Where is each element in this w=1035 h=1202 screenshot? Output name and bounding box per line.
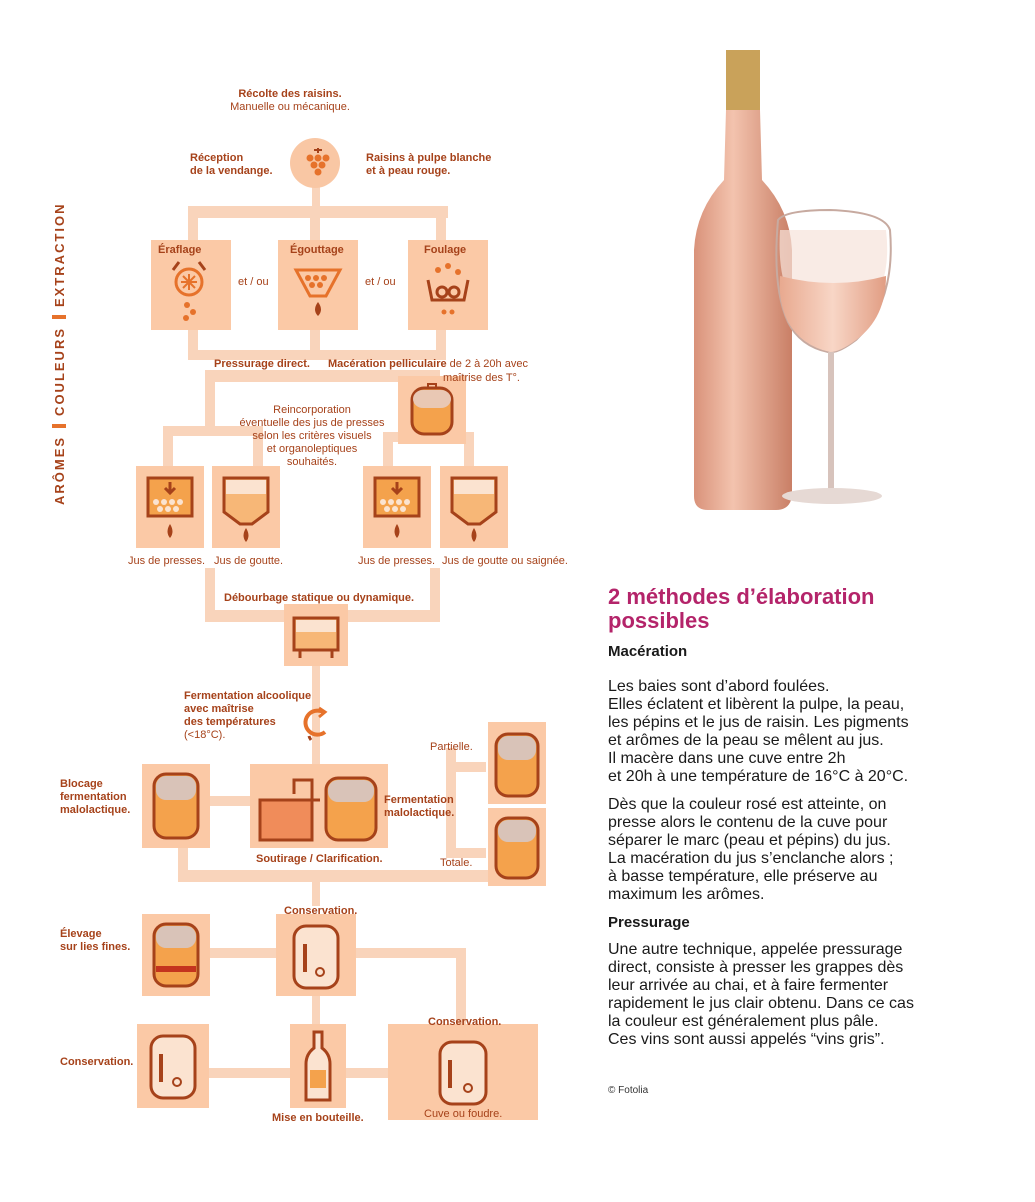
debourbage-label: Débourbage statique ou dynamique. (224, 592, 415, 604)
partielle-label: Partielle. (430, 741, 473, 753)
side-label: ARÔMES COULEURS EXTRACTION (52, 202, 67, 505)
cuve-foudre-label: Cuve ou foudre. (424, 1108, 503, 1120)
blocage-tank-icon (142, 764, 210, 848)
conservation-tank-icon (137, 1024, 209, 1108)
article: 2 méthodes d’élaboration possibles Macér… (608, 585, 1008, 1059)
maceration-tank-icon (398, 376, 466, 444)
totale-label: Totale. (440, 857, 473, 869)
soutirage-tanks-icon (250, 764, 388, 848)
jus-presses-label: Jus de presses. (358, 555, 436, 567)
partielle-tank-icon (488, 722, 546, 804)
eraflage-icon (151, 240, 231, 330)
jus-goutte-label: Jus de goutte. (214, 555, 284, 567)
conservation-tank-icon (276, 914, 356, 996)
grapes-icon (290, 138, 340, 188)
foulage-label: Foulage (424, 244, 467, 256)
soutirage-label: Soutirage / Clarification. (256, 853, 383, 865)
egouttage-label: Égouttage (290, 244, 344, 256)
conservation-label: Conservation. (60, 1056, 134, 1068)
jus-goutte-saignee-label: Jus de goutte ou saignée. (442, 555, 568, 567)
cycle-arrows-icon (301, 704, 331, 744)
maceration-paragraph-1: Les baies sont d’abord foulées. Elles écl… (608, 678, 909, 785)
jus-presses-label: Jus de presses. (128, 555, 206, 567)
side-label-extraction: EXTRACTION (52, 202, 67, 307)
fermentation-malolactique-label: Fermentation malolactique. (384, 794, 455, 819)
article-heading: 2 méthodes d’élaboration possibles (608, 584, 875, 633)
blocage-label: Blocage fermentation malolactique. (60, 778, 131, 816)
et-ou-label: et / ou (238, 276, 269, 288)
juice-tank-icon (212, 466, 280, 548)
reincorporation-label: Reincorporation éventuelle des jus de pr… (239, 404, 385, 468)
fermentation-alcoolique-label: Fermentation alcoolique avec maîtrise de… (184, 690, 312, 741)
maceration-paragraph-2: Dès que la couleur rosé est atteinte, on… (608, 796, 894, 903)
separator (52, 314, 66, 319)
conservation-label: Conservation. (428, 1016, 502, 1028)
harvest-label: Récolte des raisins. Manuelle ou mécaniq… (230, 88, 350, 113)
maceration-subheading: Macération (608, 643, 688, 660)
egouttage-icon (278, 240, 358, 330)
mise-en-bouteille-label: Mise en bouteille. (272, 1112, 364, 1124)
cuve-foudre-icon (388, 1024, 538, 1120)
maceration-label: Macération pelliculaire de 2 à 20h avec (328, 358, 528, 370)
conservation-label: Conservation. (284, 905, 358, 917)
maceration-temp-label: maîtrise des T°. (443, 372, 520, 384)
separator (52, 423, 66, 428)
juice-tank-icon (440, 466, 508, 548)
pressurage-direct-label: Pressurage direct. (214, 358, 310, 370)
eraflage-label: Éraflage (158, 244, 202, 256)
reception-label: Réception de la vendange. (190, 152, 273, 177)
side-label-aromes: ARÔMES (52, 435, 67, 505)
totale-tank-icon (488, 808, 546, 886)
bottle-icon (290, 1024, 346, 1108)
pressurage-subheading: Pressurage (608, 914, 690, 931)
elevage-tank-icon (142, 914, 210, 996)
side-label-couleurs: COULEURS (52, 326, 67, 416)
grapes-type-label: Raisins à pulpe blanche et à peau rouge. (366, 152, 492, 177)
pressurage-paragraph: Une autre technique, appelée pressurage d… (608, 941, 914, 1048)
press-icon (136, 466, 204, 548)
et-ou-label: et / ou (365, 276, 396, 288)
photo-credit: © Fotolia (608, 1085, 649, 1096)
debourbage-tank-icon (284, 604, 348, 666)
elevage-label: Élevage sur lies fines. (60, 928, 131, 953)
wine-bottle-glass-image (680, 40, 920, 556)
press-icon (363, 466, 431, 548)
foulage-icon (408, 240, 488, 330)
